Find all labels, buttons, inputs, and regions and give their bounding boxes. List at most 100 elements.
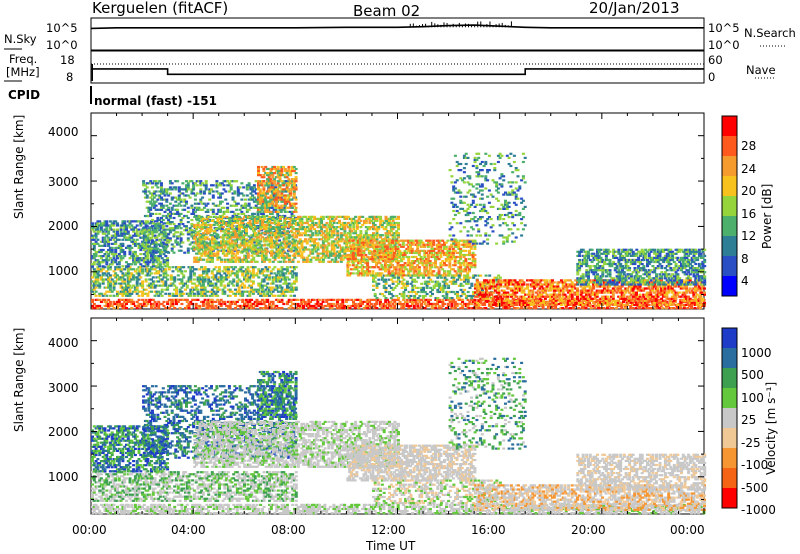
radar-cell <box>105 228 109 231</box>
radar-cell <box>239 280 243 283</box>
radar-cell <box>172 233 176 236</box>
radar-cell <box>156 186 160 189</box>
radar-cell <box>195 226 198 229</box>
radar-cell <box>206 221 210 224</box>
radar-cell <box>233 249 237 252</box>
radar-cell <box>280 298 284 301</box>
radar-cell <box>264 184 268 187</box>
radar-cell <box>251 198 255 201</box>
radar-cell <box>271 278 275 281</box>
radar-cell <box>204 180 208 183</box>
radar-cell <box>144 278 148 281</box>
radar-cell <box>310 298 314 301</box>
radar-cell <box>145 182 149 185</box>
radar-cell <box>239 294 243 297</box>
radar-cell <box>269 307 273 310</box>
radar-cell <box>154 249 158 252</box>
radar-cell <box>183 225 187 228</box>
radar-cell <box>285 286 289 289</box>
radar-cell <box>212 274 216 277</box>
radar-cell <box>211 219 214 222</box>
radar-cell <box>92 257 96 260</box>
radar-cell <box>330 304 334 308</box>
radar-cell <box>219 192 222 195</box>
radar-cell <box>215 182 219 185</box>
radar-cell <box>98 274 102 277</box>
radar-cell <box>260 284 264 287</box>
radar-cell <box>98 286 102 289</box>
radar-cell <box>144 304 148 308</box>
radar-cell <box>373 298 377 301</box>
radar-cell <box>307 248 311 251</box>
power-cb-tick-4: 4 <box>741 274 749 288</box>
radar-cell <box>283 251 287 254</box>
radar-cell <box>302 304 305 308</box>
radar-cell <box>335 307 339 310</box>
radar-cell <box>160 186 163 189</box>
radar-cell <box>105 304 109 308</box>
radar-cell <box>169 302 173 306</box>
radar-cell <box>271 276 275 279</box>
radar-cell <box>202 217 206 220</box>
radar-cell <box>183 208 187 211</box>
radar-cell <box>273 167 277 171</box>
radar-cell <box>112 307 116 310</box>
radar-cell <box>285 290 289 293</box>
radar-cell <box>146 230 150 233</box>
freq-label: Freq. <box>9 52 38 66</box>
radar-cell <box>264 276 268 279</box>
radar-cell <box>226 300 230 303</box>
radar-cell <box>269 172 273 175</box>
radar-cell <box>257 282 261 285</box>
radar-cell <box>164 284 168 287</box>
radar-cell <box>230 244 234 247</box>
radar-cell <box>162 222 166 225</box>
radar-cell <box>266 200 269 203</box>
nsky-tick-bottom: 10^0 <box>46 38 78 52</box>
radar-cell <box>283 206 287 209</box>
radar-cell <box>223 272 227 275</box>
radar-cell <box>629 307 633 310</box>
nave-tick-top: 60 <box>708 53 723 67</box>
radar-cell <box>149 202 153 205</box>
xtick-4: 16:00 <box>471 523 506 537</box>
radar-cell <box>227 250 231 253</box>
radar-cell <box>227 232 231 235</box>
radar-cell <box>311 219 315 222</box>
radar-cell <box>130 272 134 275</box>
power-cb-tick-8: 8 <box>741 252 749 266</box>
radar-cell <box>286 232 290 235</box>
radar-cell <box>309 230 313 233</box>
radar-cell <box>190 218 194 222</box>
radar-cell <box>235 227 239 230</box>
radar-cell <box>135 224 139 227</box>
radar-cell <box>361 223 365 227</box>
radar-cell <box>214 242 218 245</box>
radar-cell <box>420 304 423 308</box>
radar-cell <box>177 190 181 193</box>
radar-cell <box>139 266 143 269</box>
radar-cell <box>504 307 507 310</box>
radar-cell <box>236 202 240 205</box>
radar-cell <box>369 298 373 301</box>
radar-cell <box>226 266 230 269</box>
radar-cell <box>99 228 103 231</box>
radar-cell <box>196 238 200 241</box>
radar-cell <box>279 219 282 222</box>
radar-cell <box>445 307 448 310</box>
radar-cell <box>202 192 206 195</box>
radar-cell <box>268 276 271 279</box>
radar-cell <box>269 272 273 275</box>
radar-cell <box>162 272 166 275</box>
radar-cell <box>221 292 225 295</box>
radar-cell <box>266 278 270 281</box>
radar-cell <box>212 240 216 243</box>
radar-cell <box>119 282 123 285</box>
radar-cell <box>96 232 100 235</box>
radar-cell <box>192 278 196 281</box>
radar-cell <box>254 200 258 203</box>
radar-cell <box>631 307 634 310</box>
radar-cell <box>664 307 668 310</box>
radar-cell <box>251 268 255 271</box>
radar-cell <box>237 288 241 291</box>
